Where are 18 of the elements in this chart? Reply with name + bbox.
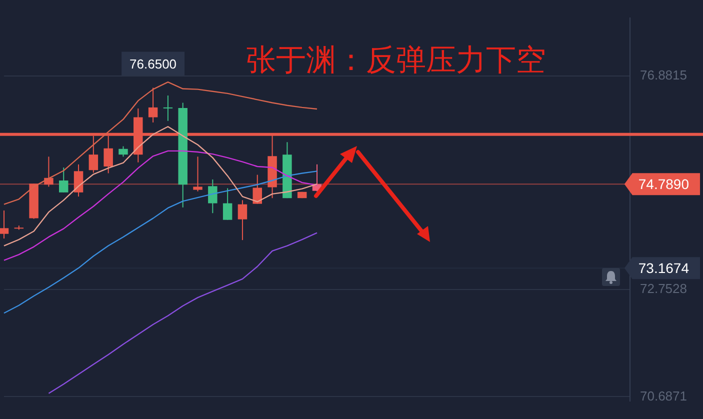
candlestick — [252, 174, 262, 204]
candlestick — [238, 200, 248, 241]
candlestick — [59, 167, 68, 193]
ref-line-label: 73.1674 — [638, 260, 690, 276]
candlestick — [148, 87, 158, 123]
y-tick-label: 70.6871 — [640, 388, 687, 404]
ref-line-label: 74.7890 — [638, 176, 690, 192]
candlestick — [208, 178, 218, 214]
candlestick — [222, 188, 232, 220]
text: 张于渊：反弹压力下空 — [246, 42, 546, 78]
annotation: 76.6500 — [130, 56, 177, 72]
candlestick — [163, 95, 173, 122]
candlestick — [118, 146, 128, 158]
candlestick — [0, 210, 9, 240]
y-tick-label: 76.8815 — [640, 67, 687, 82]
candlestick — [193, 156, 202, 192]
candlestick — [74, 164, 84, 198]
y-tick-label: 72.7528 — [640, 281, 687, 296]
